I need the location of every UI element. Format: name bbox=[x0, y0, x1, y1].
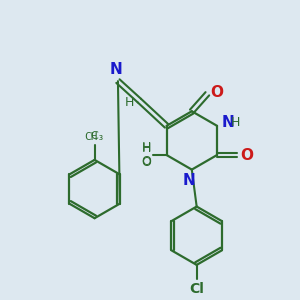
Text: H: H bbox=[125, 96, 134, 109]
Text: O: O bbox=[141, 156, 151, 169]
Text: CH₃: CH₃ bbox=[85, 132, 105, 142]
Text: N: N bbox=[110, 62, 122, 77]
Text: N: N bbox=[222, 116, 235, 130]
Text: H: H bbox=[231, 116, 240, 129]
Text: O: O bbox=[210, 85, 223, 100]
Text: C: C bbox=[91, 131, 98, 141]
Text: O: O bbox=[240, 148, 254, 163]
Text: H: H bbox=[142, 142, 151, 155]
Text: Cl: Cl bbox=[189, 282, 204, 296]
Text: N: N bbox=[182, 173, 195, 188]
Text: H: H bbox=[142, 141, 151, 154]
Text: O: O bbox=[141, 155, 151, 168]
